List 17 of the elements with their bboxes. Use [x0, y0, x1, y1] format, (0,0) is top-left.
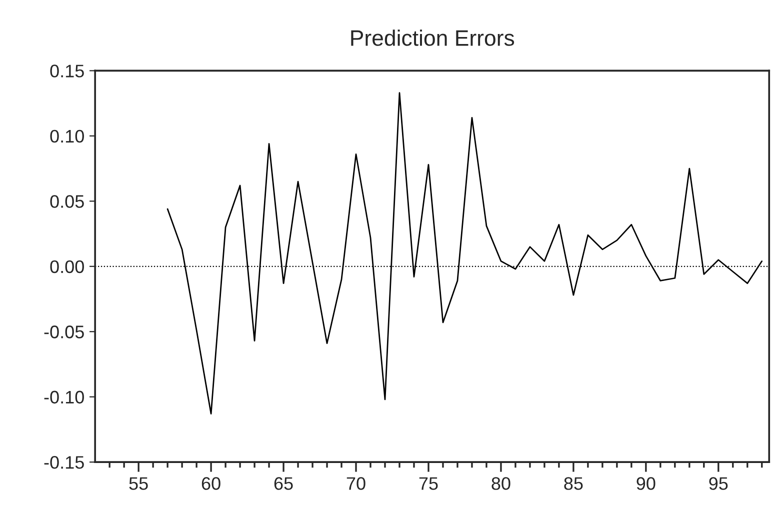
y-tick-label: -0.05	[44, 326, 84, 338]
y-tick-label: 0.00	[50, 260, 84, 274]
y-tick-label: 0.15	[50, 64, 84, 78]
x-tick-label: 75	[419, 477, 438, 490]
y-tick-label: 0.10	[50, 130, 84, 143]
x-tick-label: 90	[636, 477, 656, 490]
x-tick-label: 85	[564, 477, 583, 490]
x-tick-label: 70	[346, 477, 366, 490]
x-tick-label: 55	[129, 477, 148, 490]
x-tick-label: 65	[274, 477, 293, 490]
y-tick-label: -0.15	[44, 456, 84, 469]
chart-title: Prediction Errors	[351, 30, 514, 46]
x-tick-label: 80	[492, 477, 510, 490]
x-tick-label: 95	[709, 477, 728, 490]
x-tick-label: 60	[202, 477, 220, 490]
y-tick-label: -0.10	[44, 390, 84, 404]
y-tick-label: 0.05	[50, 195, 84, 208]
